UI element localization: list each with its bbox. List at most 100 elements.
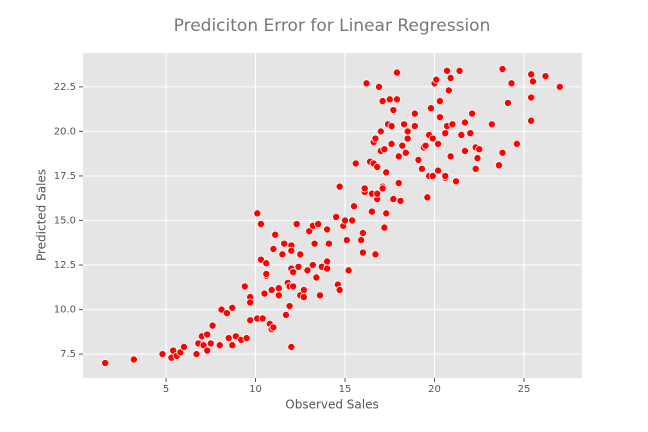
- point: [280, 239, 289, 248]
- y-axis-label: Predicted Sales: [35, 169, 49, 261]
- point: [443, 66, 452, 75]
- point: [389, 106, 398, 115]
- point: [378, 184, 387, 193]
- point: [378, 97, 387, 106]
- point: [382, 209, 391, 218]
- point: [323, 264, 332, 273]
- point: [401, 148, 410, 157]
- point: [269, 244, 278, 253]
- point: [358, 248, 367, 257]
- point: [349, 202, 358, 211]
- point: [260, 289, 269, 298]
- point: [296, 250, 305, 259]
- point: [351, 159, 360, 168]
- point: [274, 284, 283, 293]
- point: [435, 97, 444, 106]
- point: [441, 129, 450, 138]
- point: [192, 350, 201, 359]
- point: [358, 228, 367, 237]
- point: [360, 184, 369, 193]
- point: [299, 285, 308, 294]
- point: [428, 171, 437, 180]
- point: [324, 239, 333, 248]
- point: [435, 113, 444, 122]
- point: [281, 310, 290, 319]
- point: [278, 250, 287, 259]
- point: [387, 139, 396, 148]
- point: [373, 163, 382, 172]
- point: [341, 216, 350, 225]
- point: [446, 73, 455, 82]
- point: [432, 75, 441, 84]
- point: [262, 259, 271, 268]
- point: [471, 164, 480, 173]
- point: [269, 323, 278, 332]
- point: [527, 70, 536, 79]
- point: [410, 122, 419, 131]
- point: [503, 98, 512, 107]
- point: [541, 72, 550, 81]
- y-tick-label: 7.5: [60, 349, 76, 360]
- x-tick-label: 5: [163, 384, 169, 395]
- point: [203, 346, 212, 355]
- x-tick-label: 25: [518, 384, 531, 395]
- point: [376, 127, 385, 136]
- point: [385, 95, 394, 104]
- point: [421, 141, 430, 150]
- point: [498, 148, 507, 157]
- point: [441, 171, 450, 180]
- x-tick-label: 10: [249, 384, 262, 395]
- point: [294, 262, 303, 271]
- point: [403, 127, 412, 136]
- point: [323, 257, 332, 266]
- point: [382, 168, 391, 177]
- point: [371, 134, 380, 143]
- point: [375, 82, 384, 91]
- point: [208, 321, 217, 330]
- point: [555, 82, 564, 91]
- point: [434, 166, 443, 175]
- point: [253, 209, 262, 218]
- y-tick-label: 15.0: [54, 215, 76, 226]
- point: [274, 291, 283, 300]
- point: [527, 116, 536, 125]
- point: [129, 355, 138, 364]
- point: [394, 179, 403, 188]
- point: [487, 120, 496, 129]
- point: [335, 285, 344, 294]
- point: [289, 282, 298, 291]
- point: [158, 350, 167, 359]
- point: [323, 225, 332, 234]
- point: [224, 334, 233, 343]
- point: [392, 95, 401, 104]
- point: [228, 341, 237, 350]
- point: [380, 223, 389, 232]
- point: [203, 330, 212, 339]
- y-tick-label: 17.5: [54, 171, 76, 182]
- point: [258, 314, 267, 323]
- point: [451, 177, 460, 186]
- point: [396, 196, 405, 205]
- point: [434, 139, 443, 148]
- point: [310, 239, 319, 248]
- point: [289, 268, 298, 277]
- point: [222, 309, 231, 318]
- point: [403, 134, 412, 143]
- point: [303, 266, 312, 275]
- point: [448, 120, 457, 129]
- chart-title: Prediciton Error for Linear Regression: [174, 16, 491, 36]
- point: [256, 220, 265, 229]
- point: [423, 193, 432, 202]
- y-tick-label: 10.0: [54, 305, 76, 316]
- point: [373, 189, 382, 198]
- point: [367, 207, 376, 216]
- point: [446, 152, 455, 161]
- point: [287, 342, 296, 351]
- y-tick-label: 22.5: [54, 82, 76, 93]
- point: [371, 250, 380, 259]
- point: [242, 334, 251, 343]
- point: [267, 285, 276, 294]
- point: [228, 303, 237, 312]
- point: [101, 359, 110, 368]
